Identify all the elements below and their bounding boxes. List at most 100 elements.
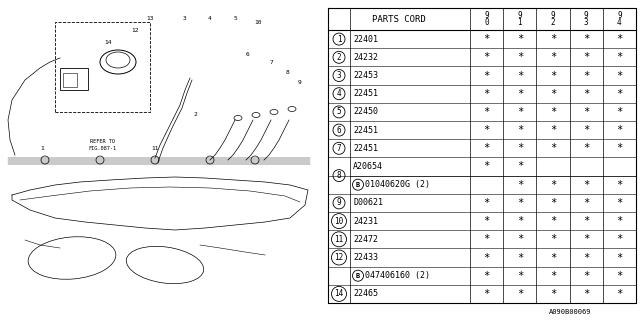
Text: *: * <box>583 234 589 244</box>
Text: *: * <box>516 34 523 44</box>
Text: 10: 10 <box>254 20 262 25</box>
Text: 9
2: 9 2 <box>550 11 556 28</box>
Text: *: * <box>516 252 523 262</box>
Text: *: * <box>483 143 490 153</box>
Text: 24232: 24232 <box>353 53 378 62</box>
Text: 3: 3 <box>337 71 341 80</box>
Text: *: * <box>483 271 490 281</box>
Text: *: * <box>550 52 556 62</box>
Text: *: * <box>516 89 523 99</box>
Text: 6: 6 <box>337 125 341 135</box>
Text: 4: 4 <box>208 15 212 20</box>
Text: *: * <box>483 52 490 62</box>
Text: *: * <box>516 289 523 299</box>
Text: *: * <box>483 216 490 226</box>
Text: *: * <box>616 34 623 44</box>
Text: 7: 7 <box>270 60 274 65</box>
Text: A090B00069: A090B00069 <box>548 309 591 315</box>
Text: *: * <box>616 252 623 262</box>
Text: 4: 4 <box>337 89 341 98</box>
Text: 11: 11 <box>151 146 159 150</box>
Text: *: * <box>550 198 556 208</box>
Text: *: * <box>483 289 490 299</box>
Text: 9
0: 9 0 <box>484 11 489 28</box>
Text: 1: 1 <box>337 35 341 44</box>
Text: 5: 5 <box>233 15 237 20</box>
Text: 3: 3 <box>183 15 187 20</box>
Text: *: * <box>516 234 523 244</box>
Text: *: * <box>616 52 623 62</box>
Text: 2: 2 <box>193 113 197 117</box>
Text: *: * <box>483 125 490 135</box>
Text: D00621: D00621 <box>353 198 383 207</box>
Text: 10: 10 <box>334 217 344 226</box>
Text: 047406160 (2): 047406160 (2) <box>365 271 430 280</box>
Text: *: * <box>483 252 490 262</box>
Text: *: * <box>616 143 623 153</box>
Text: 8: 8 <box>286 69 290 75</box>
Text: REFER TO
FIG.087-1: REFER TO FIG.087-1 <box>88 140 116 151</box>
Text: *: * <box>516 216 523 226</box>
Text: *: * <box>516 107 523 117</box>
Text: 22451: 22451 <box>353 89 378 98</box>
Text: *: * <box>583 52 589 62</box>
Text: *: * <box>616 180 623 190</box>
Text: B: B <box>356 273 360 279</box>
Text: *: * <box>550 180 556 190</box>
Text: 14: 14 <box>334 289 344 298</box>
Text: *: * <box>550 143 556 153</box>
Text: 9
4: 9 4 <box>617 11 621 28</box>
Text: *: * <box>516 180 523 190</box>
Text: *: * <box>583 289 589 299</box>
Text: 5: 5 <box>337 108 341 116</box>
Text: *: * <box>616 89 623 99</box>
Text: *: * <box>616 70 623 81</box>
Text: 22451: 22451 <box>353 125 378 135</box>
Text: *: * <box>483 89 490 99</box>
Text: *: * <box>483 34 490 44</box>
Text: *: * <box>550 234 556 244</box>
Text: *: * <box>616 271 623 281</box>
Text: 14: 14 <box>104 39 112 44</box>
Text: *: * <box>583 198 589 208</box>
Text: *: * <box>516 198 523 208</box>
Text: *: * <box>550 107 556 117</box>
Text: *: * <box>516 162 523 172</box>
Text: *: * <box>550 125 556 135</box>
Text: 22465: 22465 <box>353 289 378 298</box>
Text: 22472: 22472 <box>353 235 378 244</box>
Text: *: * <box>583 34 589 44</box>
Bar <box>55 22 150 112</box>
Bar <box>63 73 77 87</box>
Text: 12: 12 <box>334 253 344 262</box>
Text: *: * <box>583 271 589 281</box>
Text: 2: 2 <box>337 53 341 62</box>
Text: *: * <box>550 216 556 226</box>
Text: *: * <box>516 52 523 62</box>
Text: 6: 6 <box>246 52 250 58</box>
Text: *: * <box>583 216 589 226</box>
Text: 22451: 22451 <box>353 144 378 153</box>
Text: B: B <box>356 182 360 188</box>
Text: *: * <box>550 289 556 299</box>
Text: 12: 12 <box>131 28 139 33</box>
Text: *: * <box>616 107 623 117</box>
Text: *: * <box>483 198 490 208</box>
Text: *: * <box>583 107 589 117</box>
Text: 9
3: 9 3 <box>584 11 589 28</box>
Text: 13: 13 <box>147 15 154 20</box>
Text: *: * <box>483 70 490 81</box>
Text: 24231: 24231 <box>353 217 378 226</box>
Text: 22433: 22433 <box>353 253 378 262</box>
Text: *: * <box>583 143 589 153</box>
Text: *: * <box>483 162 490 172</box>
Text: *: * <box>516 125 523 135</box>
Text: 1: 1 <box>40 146 44 150</box>
Text: 9: 9 <box>337 198 341 207</box>
Text: 9
1: 9 1 <box>518 11 522 28</box>
Text: 22453: 22453 <box>353 71 378 80</box>
Text: 11: 11 <box>334 235 344 244</box>
Text: *: * <box>550 271 556 281</box>
Text: 9: 9 <box>298 79 302 84</box>
Text: 01040620G (2): 01040620G (2) <box>365 180 430 189</box>
